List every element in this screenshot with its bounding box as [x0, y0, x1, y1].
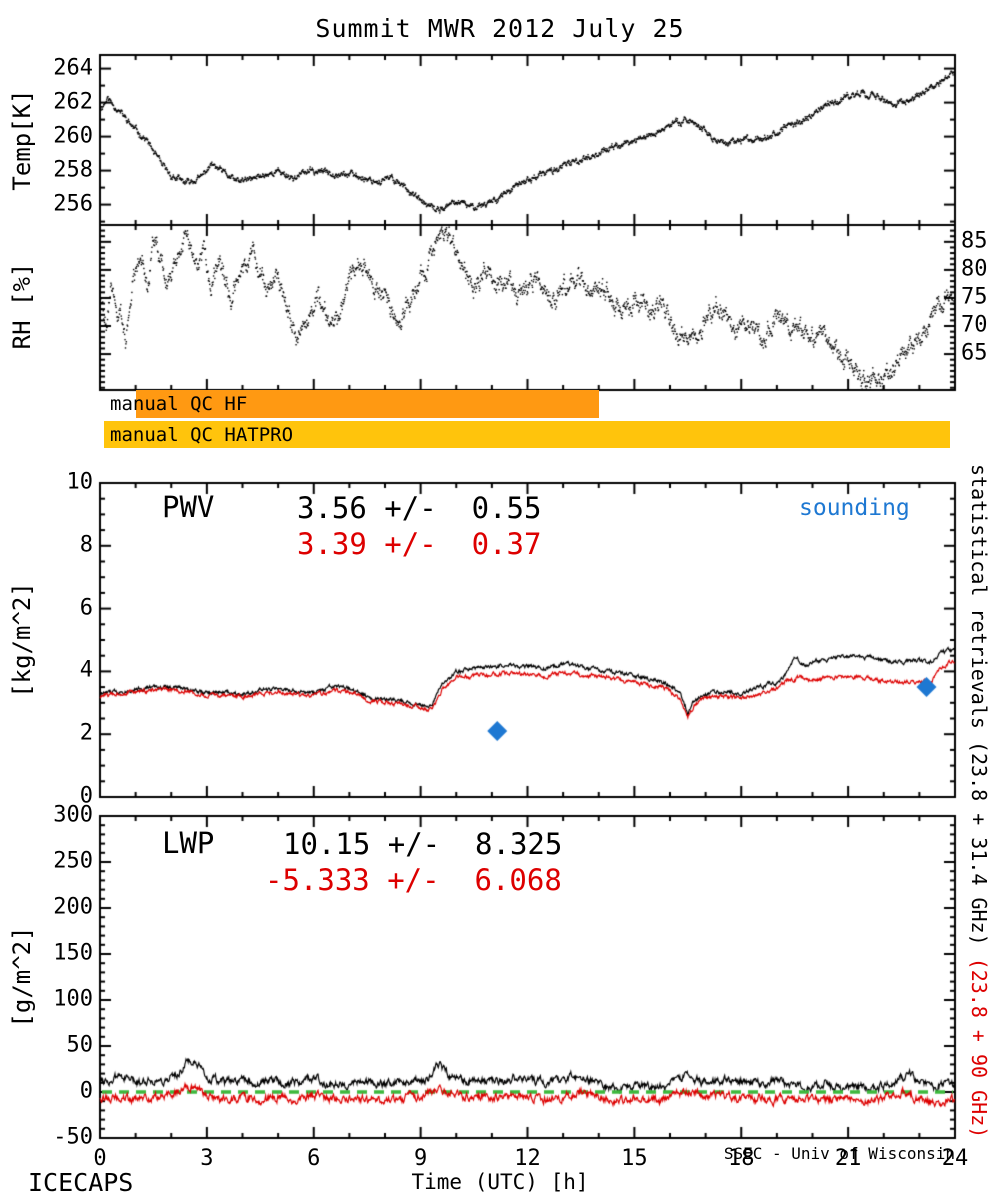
footer-ssec: SSEC - Univ of Wisconsin: [723, 1144, 955, 1163]
temp-ytick-label: 260: [53, 122, 93, 148]
right-axis-caption-black: statistical retrievals (23.8 + 31.4 GHz): [967, 464, 991, 958]
x-axis-label: Time (UTC) [h]: [411, 1170, 589, 1194]
pwv-ytick-label: 2: [79, 720, 93, 746]
pwv-ytick-label: 8: [79, 532, 93, 558]
temp-ytick-label: 258: [53, 156, 93, 182]
x-tick-label: 9: [414, 1146, 428, 1171]
rh-ytick-label: 70: [961, 312, 988, 338]
lwp-ytick-label: 200: [53, 894, 93, 920]
pwv-stat-red: 3.39 +/- 0.37: [297, 527, 542, 561]
right-axis-caption: statistical retrievals (23.8 + 31.4 GHz)…: [967, 464, 991, 1138]
lwp-ytick-label: 250: [53, 848, 93, 874]
pwv-ytick-label: 0: [79, 783, 93, 809]
x-tick-label: 6: [307, 1146, 321, 1171]
lwp-ytick-label: 300: [53, 802, 93, 828]
lwp-stat-red: -5.333 +/- 6.068: [265, 863, 562, 897]
temp-y-axis-label: Temp[K]: [8, 89, 36, 191]
pwv-y-axis-label: [kg/m^2]: [8, 582, 36, 698]
rh-ytick-label: 65: [961, 340, 988, 366]
x-tick-label: 18: [728, 1146, 755, 1171]
footer-icecaps: ICECAPS: [28, 1168, 134, 1197]
lwp-ytick-label: 0: [79, 1078, 93, 1104]
rh-ytick-label: 75: [961, 284, 988, 310]
x-tick-label: 3: [200, 1146, 214, 1171]
temp-ytick-label: 264: [53, 54, 93, 80]
x-tick-label: 21: [834, 1146, 862, 1171]
x-tick-label: 24: [941, 1146, 969, 1171]
x-tick-label: 15: [621, 1146, 648, 1171]
rh-ytick-label: 80: [961, 256, 988, 282]
qc-hf-label: manual QC HF: [110, 393, 248, 415]
lwp-ytick-label: 100: [53, 986, 93, 1012]
lwp-ytick-label: -50: [53, 1124, 93, 1150]
lwp-ytick-label: 150: [53, 940, 93, 966]
pwv-ytick-label: 6: [79, 594, 93, 620]
right-axis-caption-red: (23.8 + 90 GHz): [967, 957, 991, 1139]
rh-ytick-label: 85: [961, 228, 988, 254]
qc-bar-hf: [135, 390, 599, 418]
pwv-label: PWV: [162, 490, 215, 524]
lwp-label: LWP: [162, 826, 215, 860]
pwv-ytick-label: 4: [79, 657, 93, 683]
temp-ytick-label: 256: [53, 190, 93, 216]
chart-title: Summit MWR 2012 July 25: [315, 14, 685, 43]
x-tick-label: 0: [93, 1146, 107, 1171]
qc-bar-hatpro: [103, 421, 950, 448]
x-tick-label: 12: [514, 1146, 541, 1171]
qc-hatpro-label: manual QC HATPRO: [110, 424, 294, 446]
pwv-stat-black: 3.56 +/- 0.55: [297, 491, 542, 525]
lwp-y-axis-label: [g/m^2]: [8, 926, 36, 1028]
lwp-ytick-label: 50: [66, 1032, 94, 1058]
pwv-ytick-label: 10: [66, 469, 94, 495]
lwp-stat-black: 10.15 +/- 8.325: [283, 827, 563, 861]
sounding-legend: sounding: [799, 495, 910, 521]
temp-ytick-label: 262: [53, 88, 93, 114]
rh-y-axis-label: RH [%]: [8, 262, 36, 350]
